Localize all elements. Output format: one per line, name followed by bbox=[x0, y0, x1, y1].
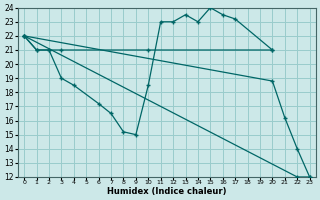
X-axis label: Humidex (Indice chaleur): Humidex (Indice chaleur) bbox=[107, 187, 227, 196]
